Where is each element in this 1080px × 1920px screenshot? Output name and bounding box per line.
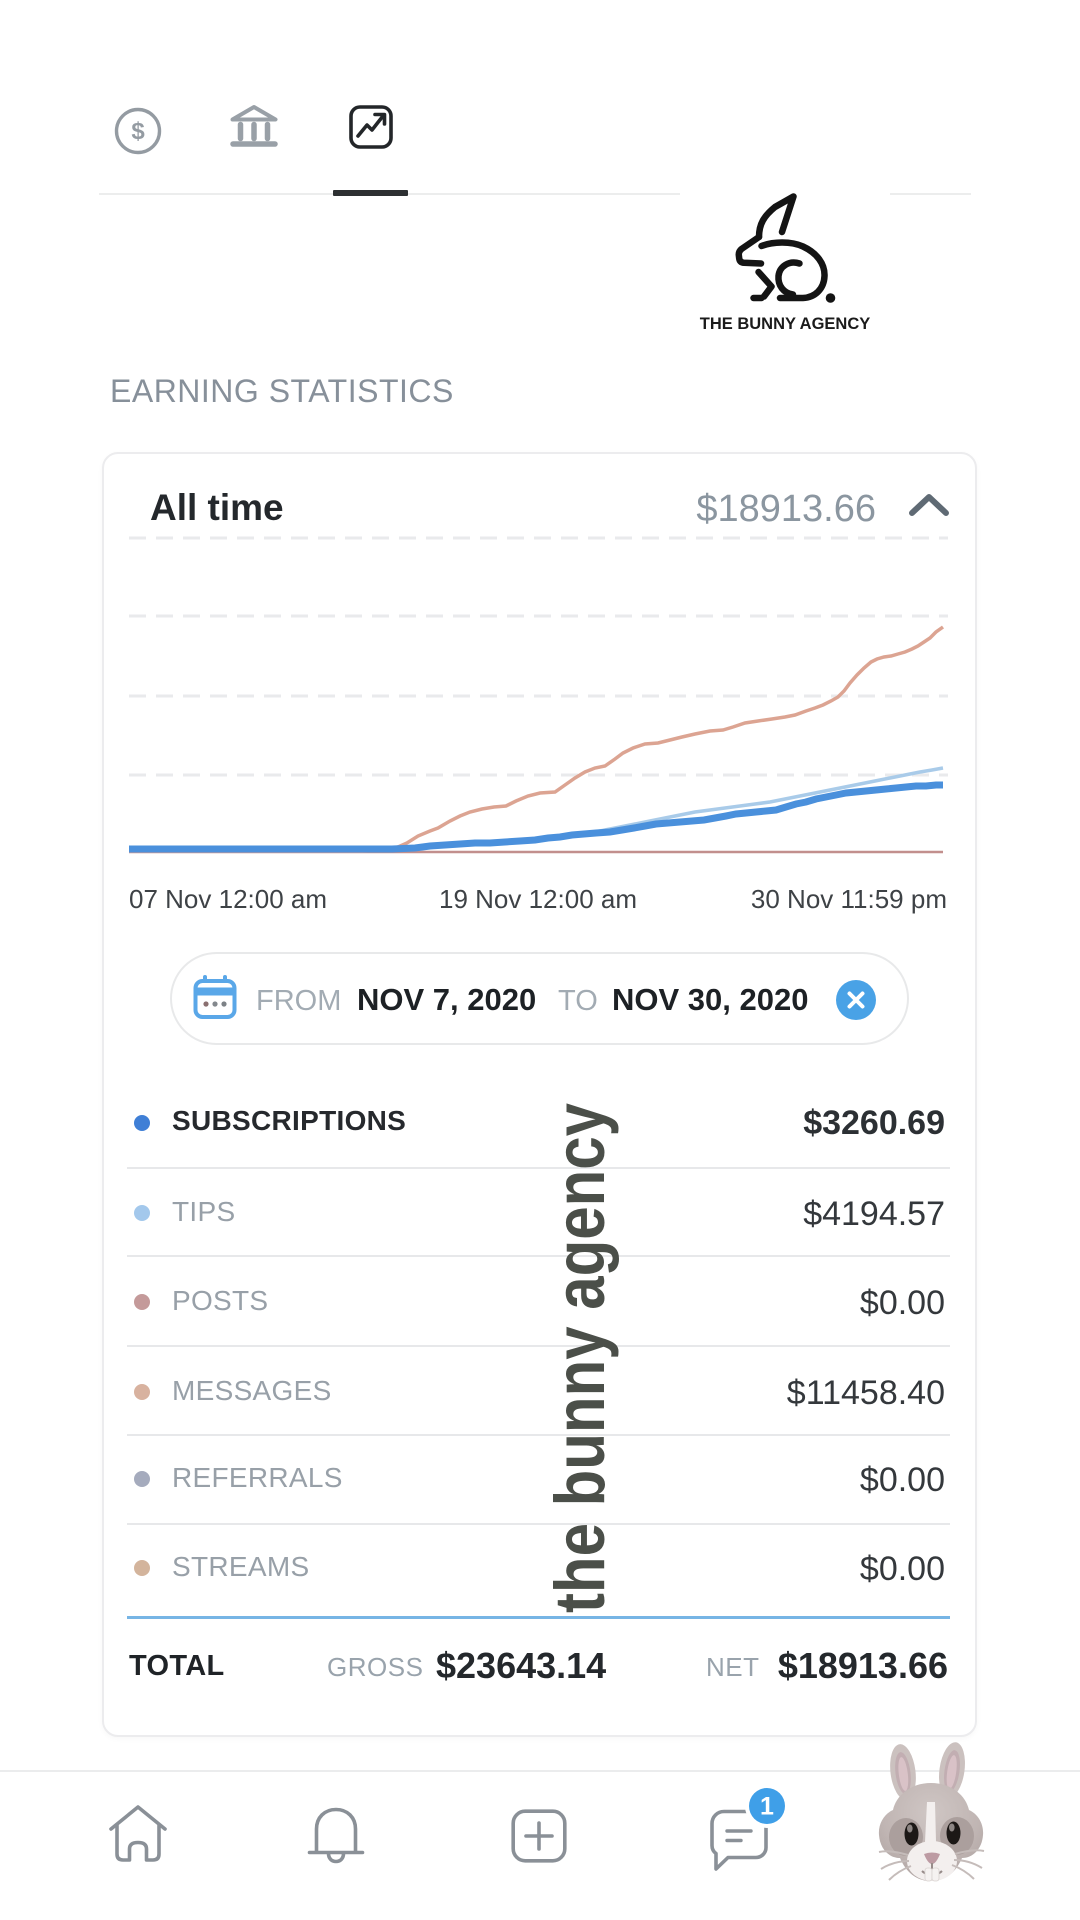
svg-text:$: $ <box>131 118 145 145</box>
svg-text:1: 1 <box>760 1793 774 1821</box>
